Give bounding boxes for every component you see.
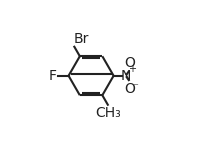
Text: N: N (121, 69, 131, 83)
Text: ⁻: ⁻ (133, 82, 138, 92)
Text: CH₃: CH₃ (95, 106, 121, 120)
Text: F: F (49, 69, 57, 83)
Text: O: O (125, 82, 135, 96)
Text: O: O (125, 56, 135, 70)
Text: Br: Br (74, 32, 89, 46)
Text: +: + (128, 64, 136, 74)
